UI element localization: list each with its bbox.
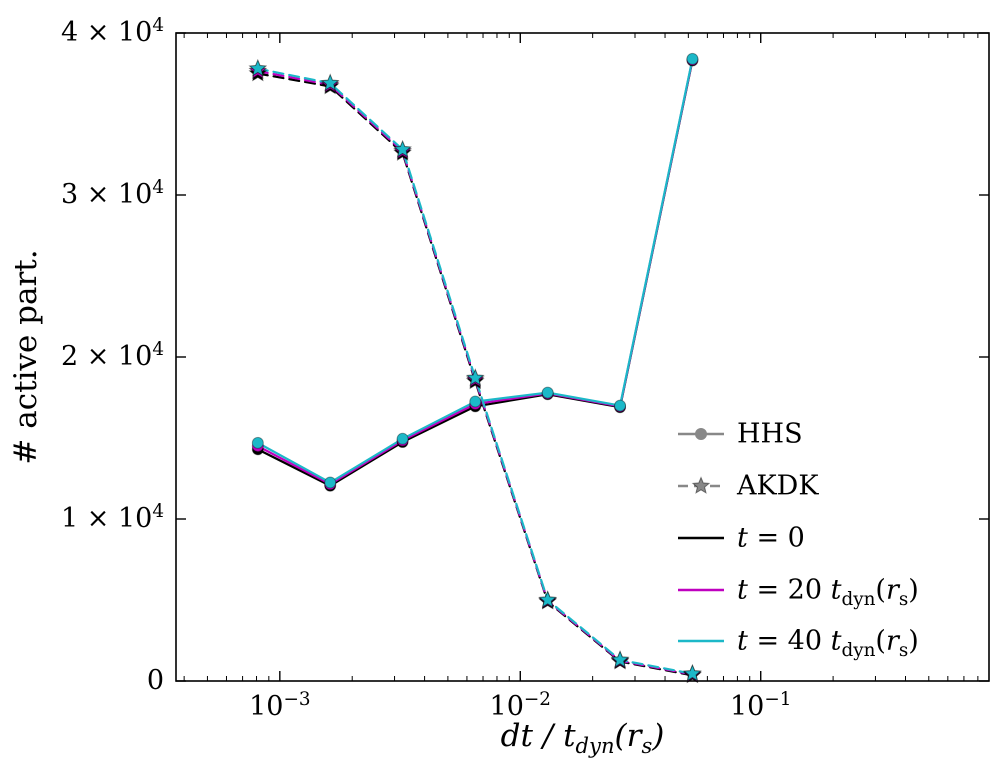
y-tick-label: 3 × 104	[60, 177, 164, 211]
data-point-marker	[465, 368, 485, 386]
legend-marker-circle	[695, 428, 707, 440]
legend-marker-star	[691, 476, 711, 494]
x-tick-label: 10−1	[730, 689, 792, 722]
legend-label: t = 0	[737, 522, 805, 554]
x-axis-label: dt / tdyn(rs)	[500, 718, 665, 759]
data-point-marker	[396, 432, 409, 445]
x-tick-label: 10−3	[249, 689, 311, 722]
series-line-hhs-t-40	[256, 57, 694, 484]
y-tick-label: 1 × 104	[60, 501, 164, 535]
legend-label: HHS	[737, 418, 803, 450]
tick-marks	[176, 32, 989, 682]
y-tick-label: 0	[146, 665, 164, 697]
data-point-marker	[248, 58, 268, 77]
data-point-marker	[686, 52, 699, 65]
legend-label: t = 20 tdyn(rs)	[737, 574, 919, 610]
x-tick-label: 10−2	[489, 689, 551, 722]
legend-label: t = 40 tdyn(rs)	[737, 625, 919, 661]
y-tick-label: 4 × 104	[60, 15, 164, 49]
data-point-marker	[610, 650, 630, 668]
series-line-hhs-t-0	[256, 59, 694, 487]
data-point-marker	[683, 663, 702, 682]
data-point-marker	[393, 139, 412, 158]
data-point-marker	[541, 386, 554, 399]
data-point-marker	[251, 436, 264, 449]
data-point-marker	[469, 395, 482, 408]
data-point-marker	[324, 476, 337, 489]
data-point-marker	[614, 399, 627, 412]
series-line-hhs-t-20	[256, 58, 694, 486]
y-tick-label: 2 × 104	[60, 339, 164, 373]
y-axis-label: # active part.	[8, 249, 44, 465]
data-point-marker	[320, 73, 340, 92]
data-point-marker	[538, 590, 557, 608]
legend-label: AKDK	[737, 470, 819, 502]
